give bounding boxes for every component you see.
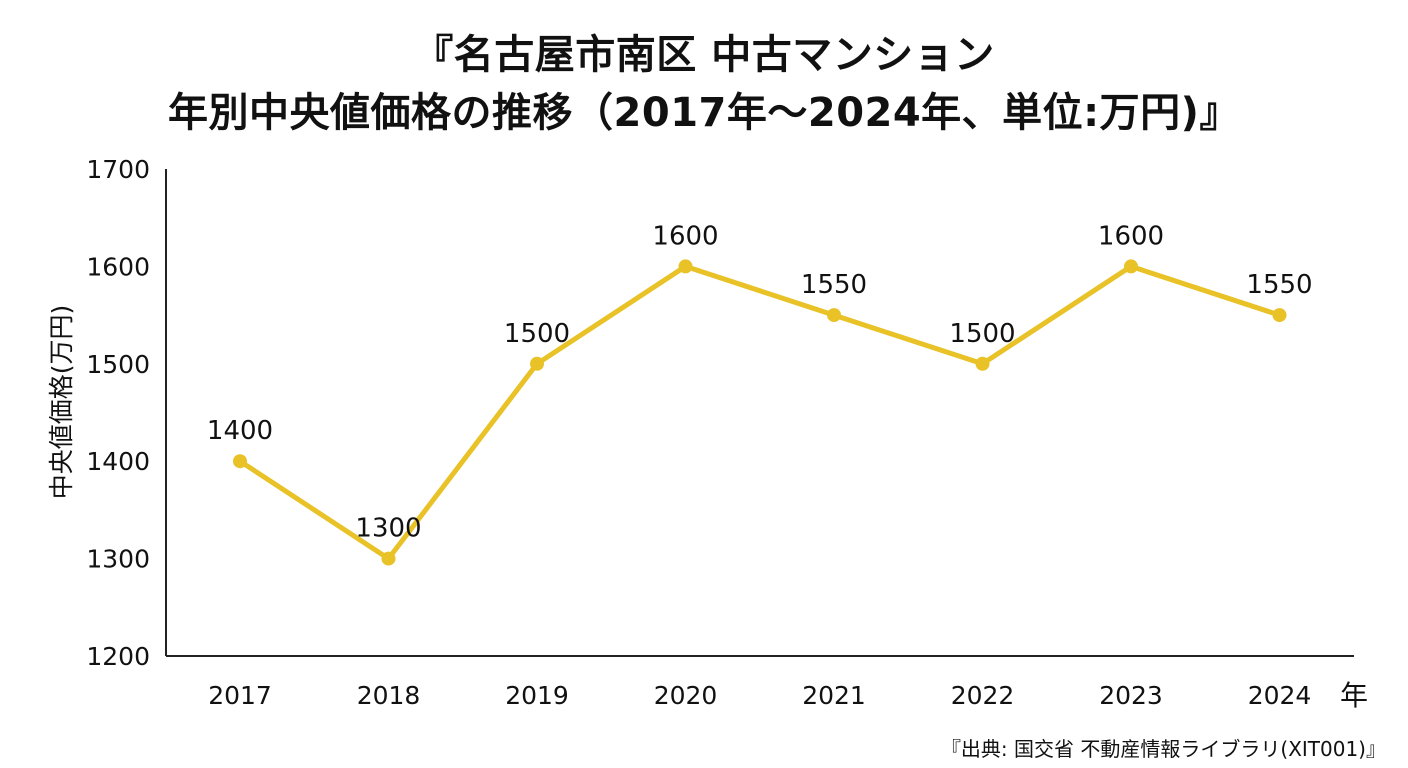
data-label: 1550	[801, 270, 867, 300]
chart-title: 『名古屋市南区 中古マンション 年別中央値価格の推移（2017年～2024年、単…	[0, 26, 1408, 142]
x-tick-label: 2018	[357, 681, 421, 710]
y-tick-label: 1700	[86, 155, 150, 184]
x-tick-label: 2024	[1248, 681, 1312, 710]
data-label: 1300	[355, 514, 421, 544]
x-tick-label: 2021	[802, 681, 866, 710]
y-tick-label: 1500	[86, 350, 150, 379]
x-axis-unit-label: 年	[1340, 679, 1369, 712]
y-axis-label: 中央値価格(万円)	[47, 304, 76, 500]
data-point	[678, 259, 693, 274]
chart-title-line-1: 『名古屋市南区 中古マンション	[413, 32, 995, 78]
data-point	[233, 454, 247, 469]
series-line	[237, 263, 1282, 562]
data-point	[530, 356, 544, 371]
data-point	[381, 551, 396, 566]
x-tick-label: 2019	[505, 681, 569, 710]
y-tick-label: 1600	[86, 252, 150, 281]
data-label: 1500	[949, 319, 1015, 349]
y-tick-label: 1400	[86, 447, 150, 476]
data-point	[975, 356, 990, 371]
data-label: 1400	[207, 416, 273, 446]
y-tick-label: 1300	[86, 545, 150, 574]
data-label: 1600	[1098, 221, 1164, 251]
chart-title-line-2: 年別中央値価格の推移（2017年～2024年、単位:万円)』	[168, 90, 1240, 136]
x-tick-label: 2022	[951, 681, 1015, 710]
x-tick-label: 2023	[1099, 681, 1163, 710]
x-tick-label: 2017	[208, 681, 272, 710]
y-tick-label: 1200	[86, 642, 150, 671]
data-point	[827, 308, 841, 323]
x-tick-label: 2020	[654, 681, 718, 710]
data-label: 1550	[1246, 270, 1312, 300]
data-label: 1500	[504, 319, 570, 349]
data-point	[1272, 308, 1287, 323]
data-point	[1124, 259, 1138, 274]
source-note: 『出典: 国交省 不動産情報ライブラリ(XIT001)』	[940, 737, 1386, 761]
data-label: 1600	[652, 221, 718, 251]
